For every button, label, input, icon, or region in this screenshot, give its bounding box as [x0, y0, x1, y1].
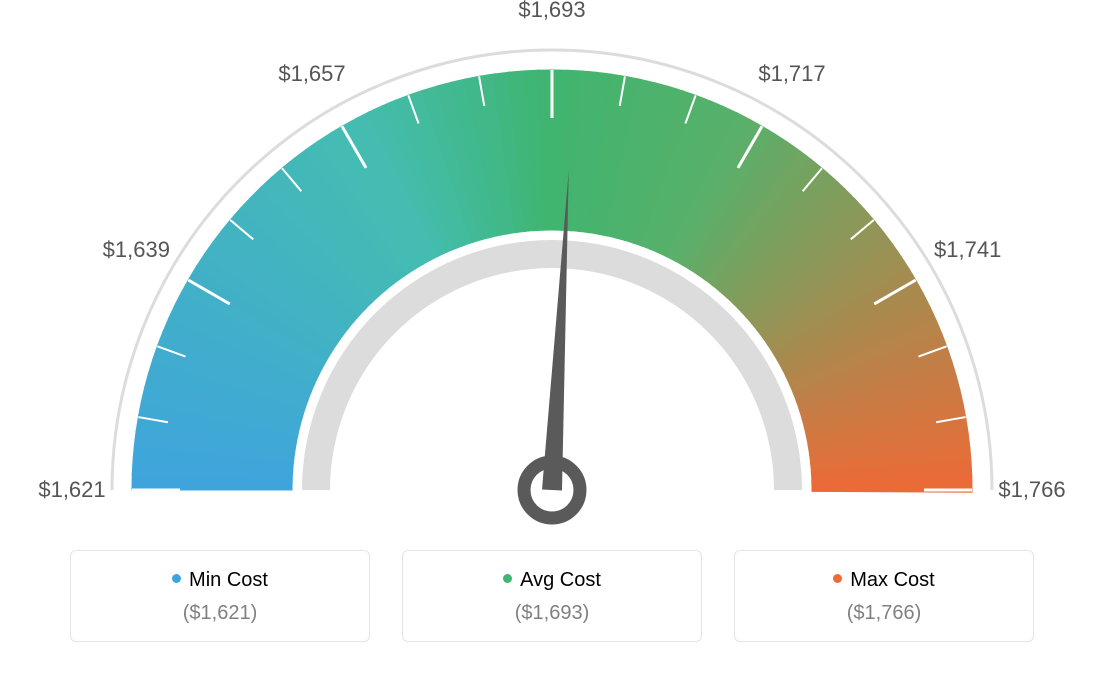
legend-label: Max Cost [850, 569, 934, 591]
gauge-tick-label: $1,657 [278, 61, 345, 87]
gauge-tick-label: $1,766 [998, 477, 1065, 503]
gauge-svg [0, 0, 1104, 540]
legend-value-min: ($1,621) [81, 602, 359, 625]
legend-value-avg: ($1,693) [413, 602, 691, 625]
gauge-tick-label: $1,621 [38, 477, 105, 503]
legend-value-max: ($1,766) [745, 602, 1023, 625]
legend-label: Min Cost [189, 569, 268, 591]
legend-title-min: Min Cost [81, 569, 359, 592]
dot-icon [172, 574, 181, 583]
legend-title-max: Max Cost [745, 569, 1023, 592]
gauge-tick-label: $1,639 [103, 237, 170, 263]
gauge-tick-label: $1,717 [758, 61, 825, 87]
legend-card-avg: Avg Cost ($1,693) [402, 550, 702, 642]
legend-title-avg: Avg Cost [413, 569, 691, 592]
gauge-tick-label: $1,693 [518, 0, 585, 23]
gauge-chart: $1,621 $1,639 $1,657 $1,693 $1,717 $1,741 $1,7… [0, 0, 1104, 540]
dot-icon [833, 574, 842, 583]
gauge-tick-label: $1,741 [934, 237, 1001, 263]
legend-row: Min Cost ($1,621) Avg Cost ($1,693) Max … [0, 550, 1104, 642]
legend-card-min: Min Cost ($1,621) [70, 550, 370, 642]
legend-card-max: Max Cost ($1,766) [734, 550, 1034, 642]
legend-label: Avg Cost [520, 569, 601, 591]
dot-icon [503, 574, 512, 583]
